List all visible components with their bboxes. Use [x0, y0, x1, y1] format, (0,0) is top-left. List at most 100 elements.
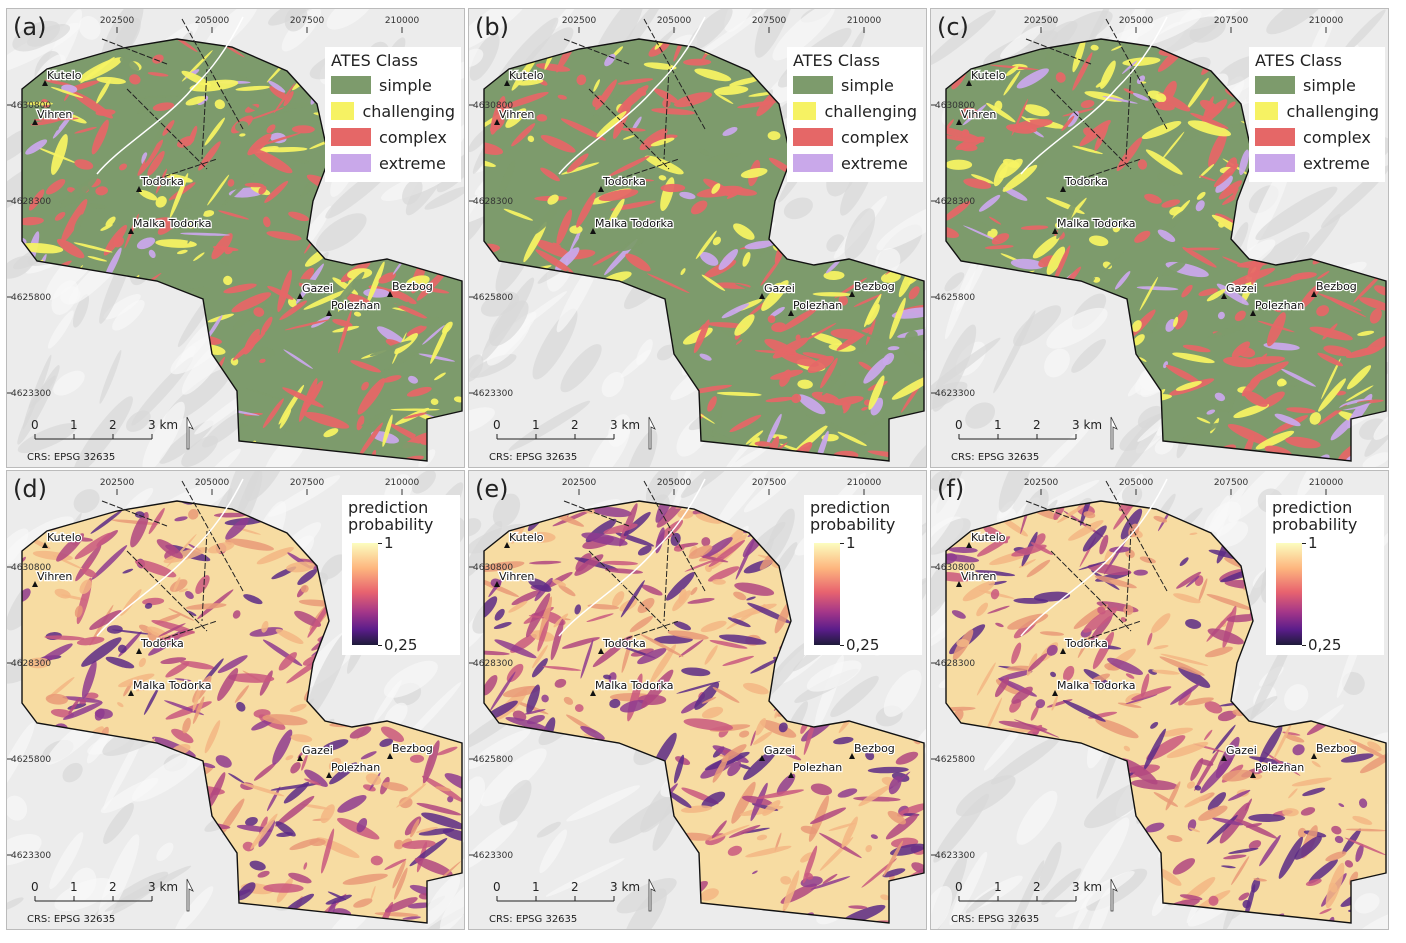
terrain-patch: [1357, 330, 1375, 336]
terrain-patch: [574, 704, 584, 713]
terrain-patch: [418, 353, 455, 362]
terrain-patch: [1011, 686, 1033, 704]
legend-swatch: [1255, 154, 1295, 172]
terrain-patch: [266, 231, 302, 241]
terrain-patch: [819, 832, 862, 859]
relief: [1046, 307, 1108, 349]
terrain-patch: [744, 240, 775, 250]
terrain-patch: [598, 189, 639, 202]
terrain-patch: [406, 325, 427, 337]
terrain-patch: [908, 286, 920, 300]
crs-label: CRS: EPSG 32635: [489, 452, 577, 463]
terrain-patch: [207, 772, 226, 810]
terrain-patch: [650, 644, 677, 684]
terrain-patch: [603, 674, 612, 680]
terrain-patch: [1083, 607, 1118, 633]
terrain-patch: [701, 706, 724, 719]
terrain-patch: [263, 216, 271, 228]
terrain-patch: [1165, 364, 1202, 385]
terrain-patch: [505, 717, 548, 730]
place-marker: [504, 80, 510, 86]
terrain-patch: [416, 267, 449, 301]
terrain-patch: [1328, 882, 1338, 893]
terrain-patch: [1120, 508, 1143, 540]
terrain-patch: [711, 407, 723, 437]
terrain-patch: [734, 283, 761, 293]
terrain-patch: [1161, 199, 1181, 208]
terrain-patch: [1151, 613, 1171, 633]
relief: [499, 779, 532, 826]
terrain-patch: [727, 761, 742, 777]
relief: [725, 445, 770, 467]
terrain-patch: [369, 340, 412, 357]
terrain-patch: [532, 645, 548, 669]
terrain-patch: [946, 119, 954, 131]
terrain-patch: [745, 430, 764, 445]
terrain-patch: [604, 53, 616, 67]
place-marker: [1060, 648, 1066, 654]
terrain-patch: [258, 185, 267, 195]
terrain-patch: [1072, 39, 1086, 73]
relief: [983, 721, 1026, 771]
relief: [931, 478, 966, 558]
place-marker: [788, 310, 794, 316]
terrain-patch: [1062, 700, 1106, 722]
legend-entry: extreme: [793, 150, 917, 176]
relief: [1247, 161, 1291, 252]
terrain-patch: [581, 532, 628, 546]
terrain-patch: [320, 804, 335, 824]
terrain-patch: [1172, 352, 1215, 364]
terrain-patch: [715, 93, 734, 104]
place-marker: [128, 690, 134, 696]
terrain-patch: [708, 824, 750, 841]
terrain-patch: [746, 596, 756, 601]
terrain-patch: [1367, 741, 1382, 752]
terrain-patch: [1016, 68, 1049, 89]
terrain-patch: [574, 554, 604, 576]
terrain-patch: [74, 126, 97, 134]
terrain-patch: [1278, 836, 1303, 879]
terrain-patch: [587, 604, 620, 610]
legend-entry: complex: [793, 124, 917, 150]
terrain-patch: [408, 375, 418, 384]
scale-label: 2: [109, 880, 117, 894]
terrain-patch: [192, 696, 205, 724]
terrain-patch: [1111, 45, 1122, 51]
terrain-patch: [1246, 356, 1286, 365]
terrain-patch: [1190, 112, 1229, 129]
terrain-patch: [825, 259, 841, 274]
terrain-patch: [263, 883, 304, 893]
terrain-patch: [811, 391, 840, 404]
terrain-patch: [1223, 356, 1257, 368]
terrain-patch: [1251, 877, 1261, 893]
terrain-patch: [946, 159, 973, 170]
terrain-patch: [553, 613, 569, 628]
terrain-patch: [619, 699, 648, 713]
terrain-patch: [1005, 66, 1019, 76]
terrain-patch: [230, 357, 239, 366]
terrain-patch: [1072, 145, 1103, 155]
terrain-patch: [946, 200, 971, 222]
terrain-patch: [91, 119, 109, 155]
scale-label: 3 km: [610, 880, 640, 894]
terrain-patch: [1196, 417, 1211, 424]
relief: [284, 9, 308, 32]
terrain-patch: [699, 148, 710, 156]
terrain-patch: [774, 710, 779, 719]
place-marker: [1052, 228, 1058, 234]
terrain-patch: [1020, 225, 1049, 230]
legend-label: simple: [1303, 75, 1356, 95]
terrain-patch: [436, 746, 458, 756]
terrain-patch: [300, 584, 309, 593]
terrain-patch: [1099, 534, 1109, 555]
terrain-patch: [321, 828, 335, 874]
scale-label: 3 km: [1072, 880, 1102, 894]
relief: [73, 396, 133, 467]
terrain-patch: [740, 827, 771, 834]
relief: [532, 308, 578, 380]
terrain-patch: [802, 352, 832, 360]
terrain-patch: [484, 561, 525, 572]
terrain-patch: [1166, 835, 1183, 842]
terrain-patch: [800, 852, 814, 863]
study-outline: [483, 38, 925, 462]
